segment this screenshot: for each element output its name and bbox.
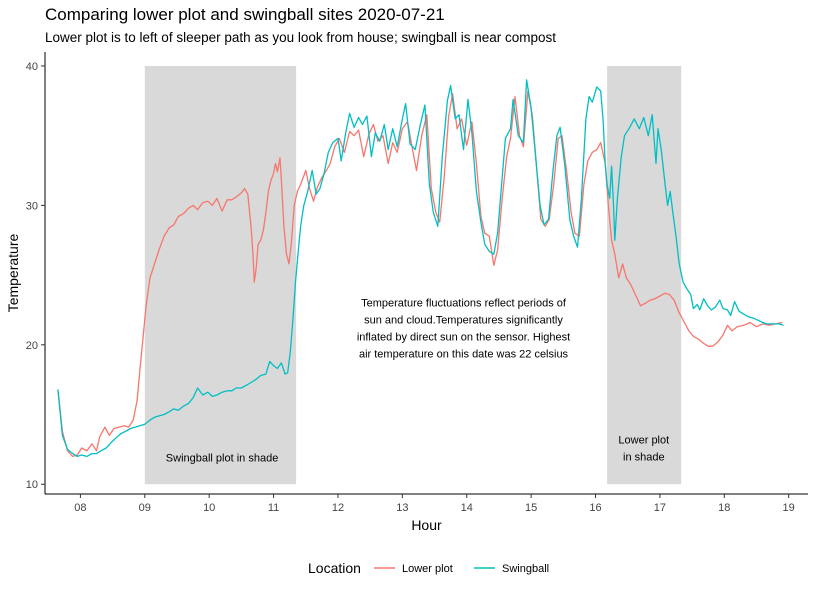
annotation-line-3: inflated by direct sun on the sensor. Hi… bbox=[357, 332, 570, 344]
series-line-swingball bbox=[57, 79, 784, 458]
x-tick-label: 11 bbox=[268, 502, 279, 514]
y-tick-label: 10 bbox=[26, 479, 38, 491]
annotations: Swingball plot in shade Lower plot in shad… bbox=[166, 298, 669, 465]
chart-title: Comparing lower plot and swingball sites… bbox=[45, 5, 445, 24]
x-tick-label: 08 bbox=[74, 502, 86, 514]
shade-label-2-line-1: Lower plot bbox=[618, 434, 669, 446]
shade-label-1-line-1: Swingball plot in shade bbox=[166, 453, 279, 465]
legend-label-lower-plot: Lower plot bbox=[402, 563, 453, 575]
x-tick-label: 19 bbox=[783, 502, 795, 514]
x-tick-label: 12 bbox=[332, 502, 344, 514]
x-tick-label: 18 bbox=[718, 502, 730, 514]
y-tick-label: 30 bbox=[26, 200, 38, 212]
x-tick-label: 17 bbox=[654, 502, 666, 514]
annotation-line-1: Temperature fluctuations reflect periods… bbox=[361, 298, 567, 310]
series-line-lower-plot bbox=[57, 90, 783, 458]
y-axis-title: Temperature bbox=[5, 233, 21, 312]
annotation-line-4: air temperature on this date was 22 cels… bbox=[359, 349, 569, 361]
legend-title: Location bbox=[308, 560, 361, 576]
x-tick-label: 13 bbox=[396, 502, 408, 514]
x-axis-title: Hour bbox=[411, 517, 442, 533]
y-tick-label: 20 bbox=[26, 340, 38, 352]
x-tick-label: 14 bbox=[461, 502, 473, 514]
x-tick-label: 10 bbox=[203, 502, 215, 514]
axes: 08 09 10 11 12 13 14 15 16 17 18 19 10 20 30 40 bbox=[26, 52, 808, 514]
shaded-region-1 bbox=[144, 65, 297, 485]
y-tick-label: 40 bbox=[26, 61, 38, 73]
shaded-regions bbox=[144, 65, 682, 485]
series-lines bbox=[57, 79, 784, 458]
legend-label-swingball: Swingball bbox=[502, 563, 549, 575]
chart-subtitle: Lower plot is to left of sleeper path as… bbox=[45, 30, 557, 45]
legend: Location Lower plot Swingball bbox=[308, 560, 549, 576]
shade-label-2-line-2: in shade bbox=[623, 451, 665, 463]
annotation-line-2: sun and cloud.Temperatures significantly bbox=[364, 315, 563, 327]
x-tick-label: 16 bbox=[589, 502, 601, 514]
x-tick-label: 09 bbox=[139, 502, 151, 514]
x-tick-label: 15 bbox=[525, 502, 537, 514]
